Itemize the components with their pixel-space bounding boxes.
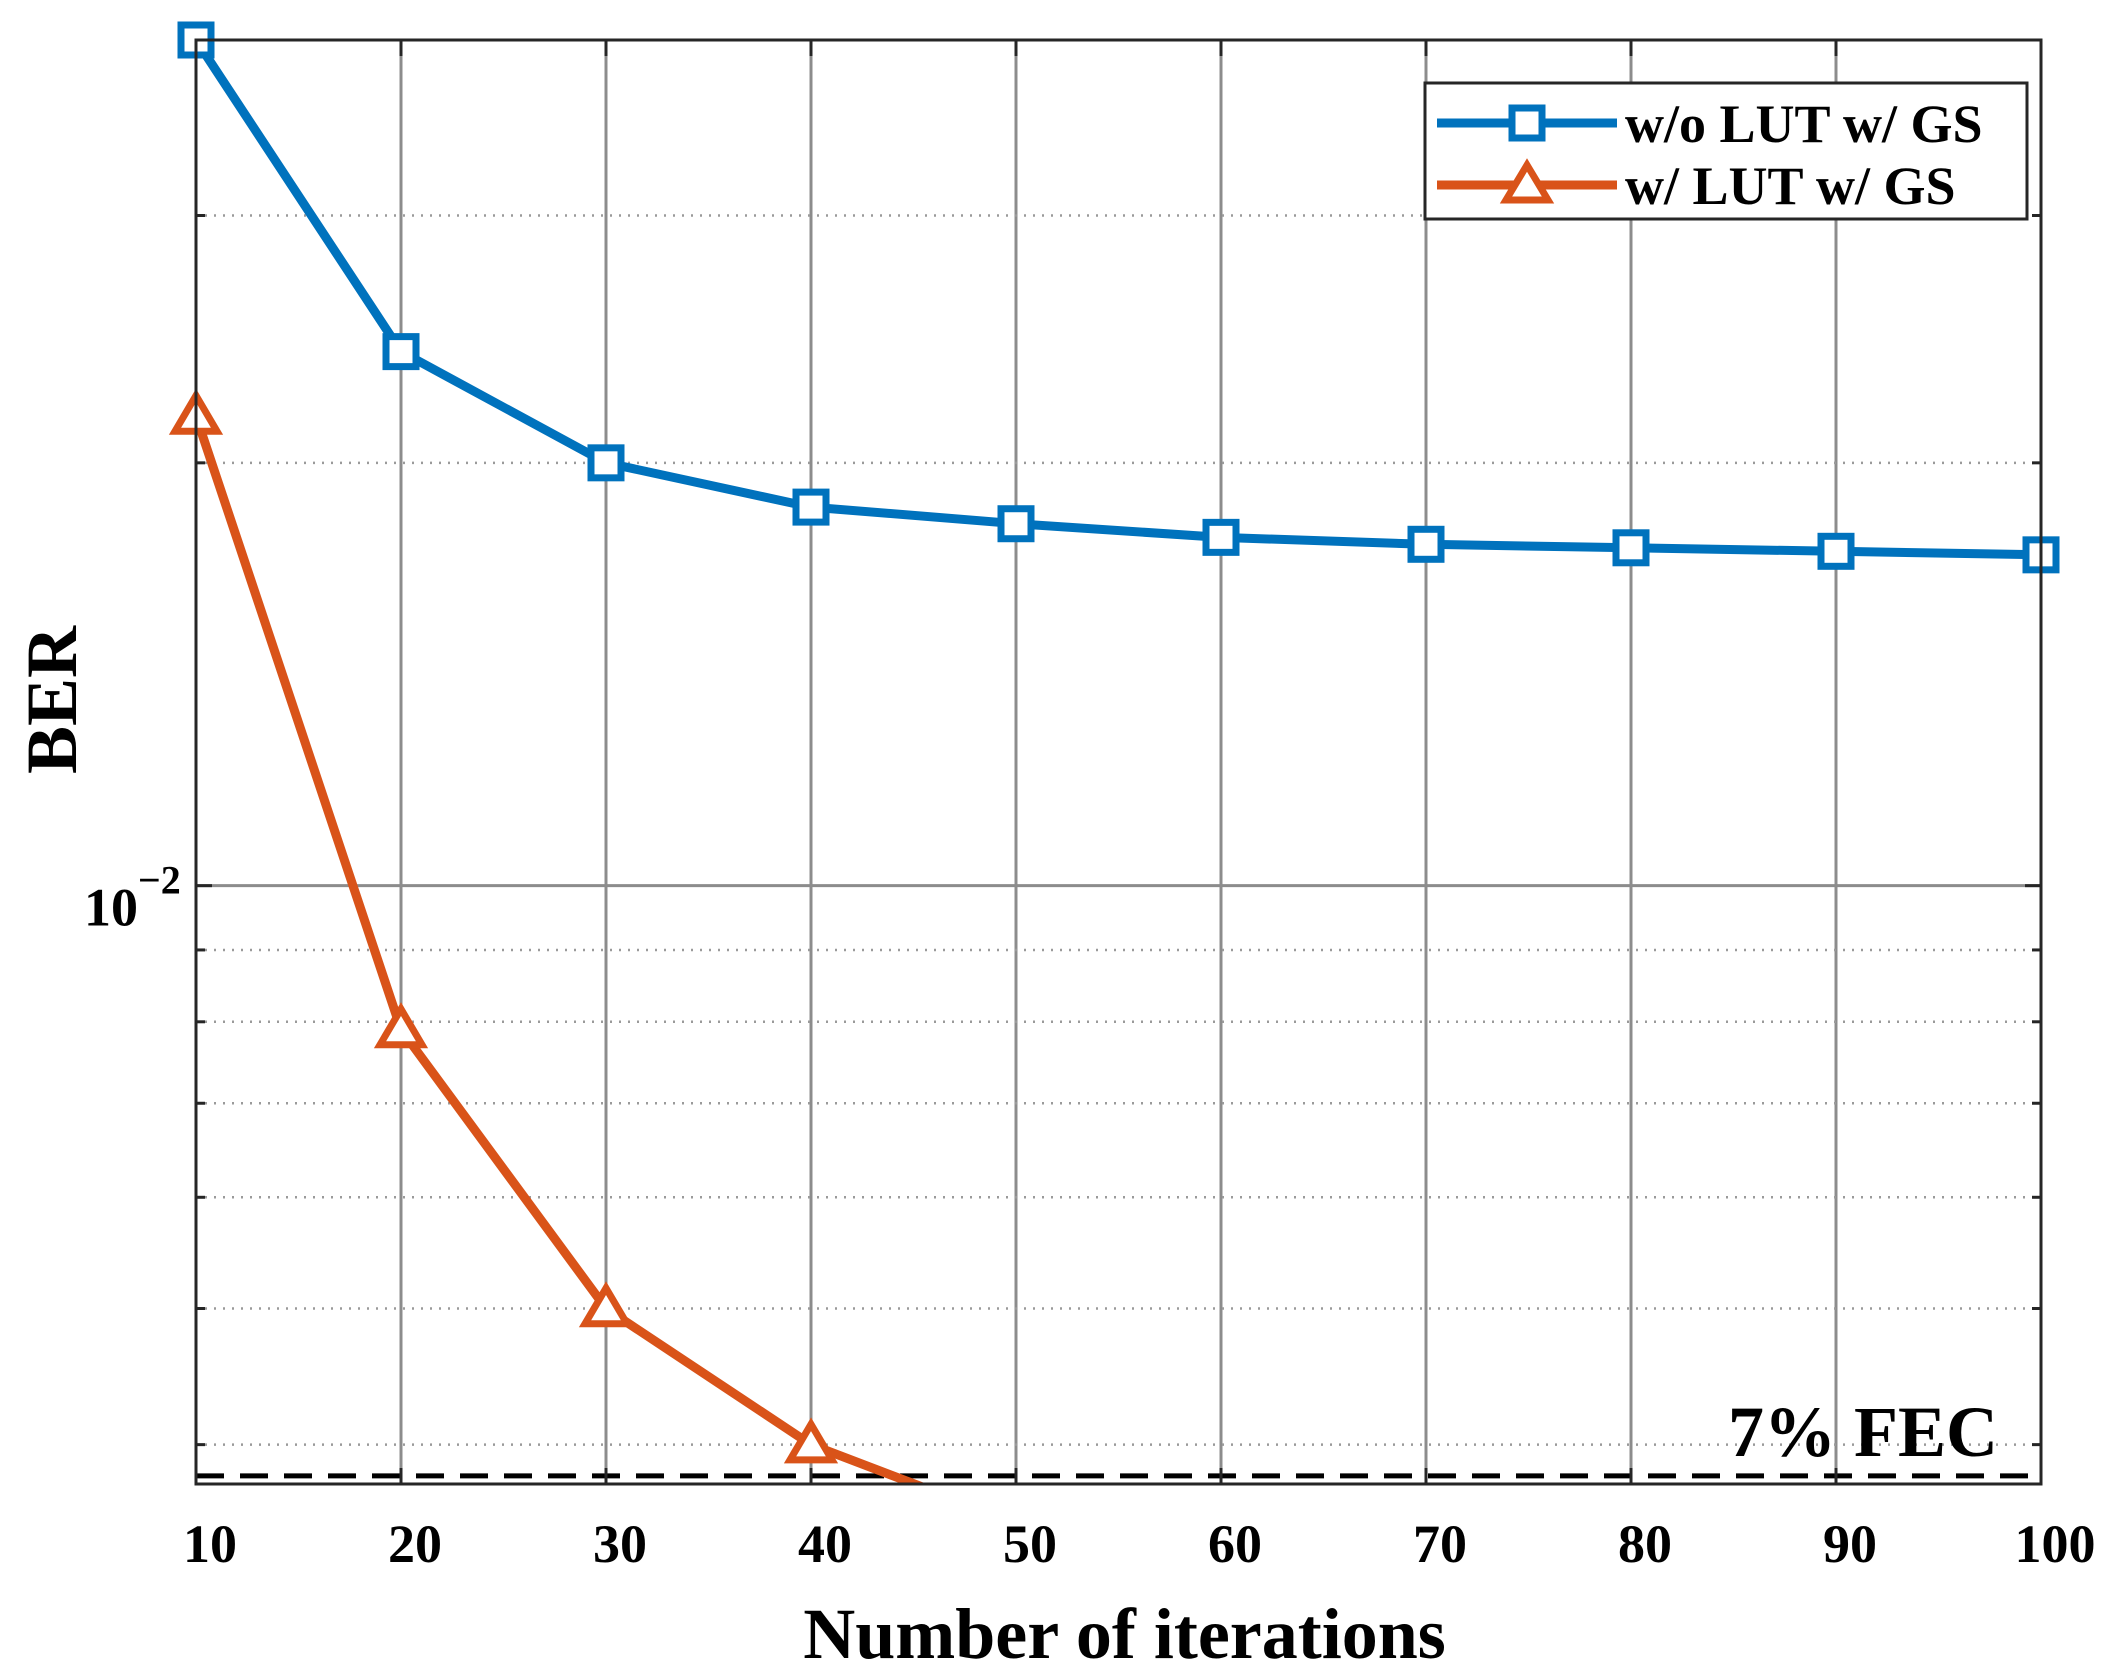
series-line: [191, 414, 928, 1484]
x-tick-label: 60: [1208, 1514, 1262, 1574]
data-point-square: [1612, 529, 1650, 567]
data-point-square: [1202, 518, 1240, 556]
x-tick-label: 40: [798, 1514, 852, 1574]
data-point-square: [792, 488, 830, 526]
y-tick-label-exponent: −2: [138, 858, 181, 903]
legend-marker-triangle: [1499, 158, 1555, 204]
fec-threshold-group: 7% FEC: [196, 1392, 2041, 1479]
x-tick-label: 10: [183, 1514, 237, 1574]
data-point-triangle: [783, 1417, 839, 1464]
legend-label-2: w/ LUT w/ GS: [1625, 156, 1956, 216]
data-point-triangle: [1815, 1590, 1857, 1626]
y-tick-label-base: 10: [84, 878, 138, 938]
x-tick-label: 80: [1618, 1514, 1672, 1574]
data-point-square: [1407, 525, 1445, 563]
series-group: [168, 21, 2062, 1636]
fec-threshold-label: 7% FEC: [1728, 1392, 1998, 1472]
legend-label-1: w/o LUT w/ GS: [1625, 94, 1983, 154]
x-tick-label: 30: [593, 1514, 647, 1574]
grid-lines: [194, 40, 2043, 1484]
series-line: [192, 37, 2042, 560]
x-tick-label: 70: [1413, 1514, 1467, 1574]
plot-frame: [194, 38, 2043, 1486]
data-point-square: [382, 333, 420, 371]
data-point-square: [997, 505, 1035, 543]
data-point-triangle: [578, 1281, 634, 1328]
x-tick-label: 90: [1823, 1514, 1877, 1574]
x-tick-label: 50: [1003, 1514, 1057, 1574]
data-point-triangle: [1610, 1586, 1652, 1622]
data-point-square: [587, 444, 625, 482]
data-point-triangle: [373, 1002, 429, 1049]
series-1: [177, 21, 2060, 574]
legend-marker-square: [1508, 104, 1546, 142]
x-axis-label: Number of iterations: [803, 1594, 1446, 1674]
y-axis-label: BER: [12, 625, 92, 774]
x-tick-label: 100: [2015, 1514, 2096, 1574]
legend: w/o LUT w/ GSw/ LUT w/ GS: [1423, 81, 2029, 221]
data-point-triangle: [2020, 1600, 2062, 1636]
x-tick-label: 20: [388, 1514, 442, 1574]
data-point-square: [1817, 532, 1855, 570]
